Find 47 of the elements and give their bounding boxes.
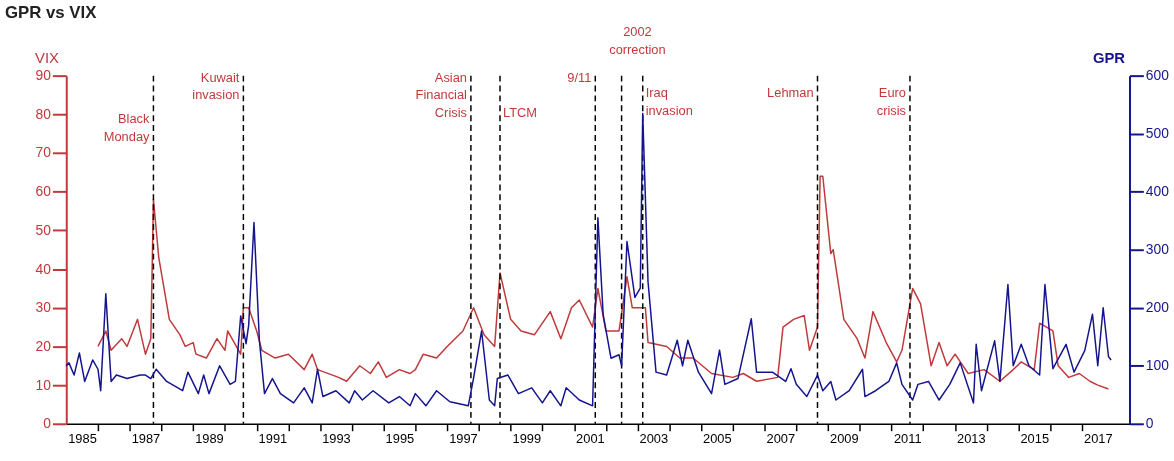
chart-title: GPR vs VIX [4,3,98,23]
x-tick-label: 1989 [195,431,224,447]
y2-tick-label: 600 [1145,67,1170,84]
y2-tick-label: 300 [1145,241,1170,258]
x-tick-label: 2001 [576,431,605,447]
y-tick-label: 90 [35,67,52,84]
y2-tick-label: 0 [1145,415,1154,432]
x-tick-label: 2009 [830,431,859,447]
ref-line-label: LTCM [502,105,537,121]
y2-tick-label: 500 [1145,125,1170,142]
x-tick-label: 1999 [512,431,542,447]
y-tick-label: 80 [35,105,52,122]
ref-line-label: Euro crisis [876,85,907,119]
y2-tick-label: 400 [1145,183,1170,200]
y-tick-label: 70 [35,144,52,161]
x-tick-label: 1995 [385,431,415,447]
ref-line-label: Black Monday [103,111,151,144]
x-tick-label: 2007 [766,431,796,447]
ref-line-label: 2002 correction [609,24,666,57]
y2-tick-label: 100 [1145,357,1170,374]
x-tick-label: 1987 [131,431,161,447]
line-series [97,175,1110,390]
ref-line-label: Lehman [767,85,814,101]
x-tick-label: 1993 [322,431,351,447]
ref-line-label: Iraq invasion [645,85,693,119]
y-tick-label: 20 [35,337,52,354]
x-tick-label: 2015 [1020,431,1050,447]
y-axis-title: VIX [35,50,60,67]
y-tick-label: 60 [35,183,52,200]
x-tick-label: 1997 [449,431,478,447]
x-tick-label: 2017 [1083,431,1113,447]
x-tick-label: 1985 [68,431,97,447]
y-tick-label: 50 [35,221,52,238]
x-tick-label: 2013 [957,431,986,447]
y2-axis-title: GPR [1092,50,1126,67]
y-tick-label: 0 [43,415,52,432]
x-tick-label: 1991 [258,431,288,447]
x-tick-label: 2003 [639,431,669,447]
x-tick-label: 2011 [893,431,922,447]
ref-line-label: Asian Financial Crisis [415,69,467,121]
y2-tick-label: 200 [1145,299,1170,316]
y-tick-label: 40 [35,260,52,277]
ref-line-label: 9/11 [567,69,592,85]
x-tick-label: 2005 [703,431,732,447]
y-tick-label: 10 [35,376,52,393]
ref-line-label: Kuwait invasion [192,69,240,103]
y-tick-label: 30 [35,299,52,316]
